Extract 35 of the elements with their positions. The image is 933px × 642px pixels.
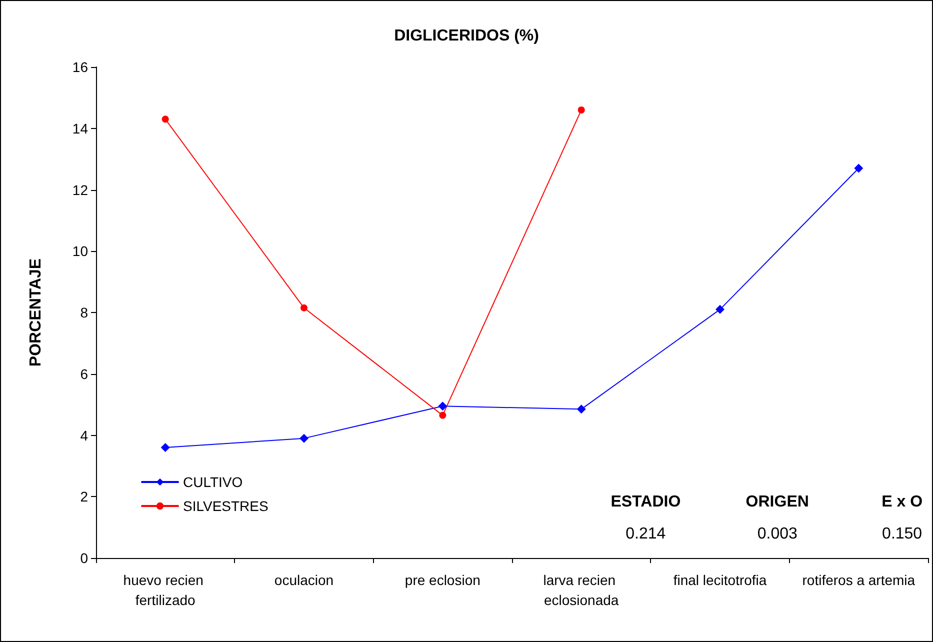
point	[438, 402, 448, 411]
point	[576, 404, 586, 414]
point	[162, 116, 169, 123]
point	[300, 434, 308, 443]
y-tick-label: 14	[72, 120, 88, 136]
point	[439, 412, 446, 419]
legend-label: CULTIVO	[183, 474, 243, 490]
point	[578, 106, 585, 114]
annotation: 0.214	[626, 526, 666, 542]
annotation: 0.150	[882, 526, 922, 542]
y-tick-label: 16	[72, 59, 88, 75]
x-tick-label: oculacion	[274, 572, 334, 588]
y-tick-label: 12	[72, 182, 88, 198]
point	[854, 164, 864, 173]
annotation: E x O	[882, 494, 923, 510]
x-tick-label: rotiferos a artemia	[802, 572, 916, 588]
y-tick-label: 6	[80, 366, 88, 382]
x-tick-label: pre eclosion	[404, 572, 480, 588]
y-tick-label: 8	[80, 304, 88, 320]
x-tick-label: huevo recien fertilizado	[123, 572, 208, 608]
annotation: 0.003	[757, 526, 798, 542]
annotation: ESTADIO	[610, 494, 681, 510]
y-tick-label: 0	[80, 550, 88, 566]
point	[160, 443, 170, 452]
point	[716, 304, 724, 314]
y-tick-label: 10	[72, 243, 88, 260]
x-tick-label: final lecitotrofia	[673, 572, 767, 588]
point	[300, 304, 308, 312]
y-tick-label: 2	[80, 488, 88, 505]
legend-label: SILVESTRES	[183, 498, 268, 514]
chart-title: DIGLICERIDOS (%)	[394, 28, 539, 44]
y-tick-label: 4	[80, 427, 88, 444]
x-tick-label: larva recien eclosionada	[543, 572, 620, 608]
annotation: ORIGEN	[746, 494, 809, 510]
y-axis-title: PORCENTAJE	[28, 258, 44, 367]
